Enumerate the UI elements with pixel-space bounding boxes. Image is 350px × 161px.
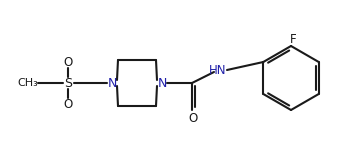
Text: CH₃: CH₃: [18, 78, 38, 88]
Text: F: F: [290, 33, 296, 46]
Text: N: N: [157, 76, 167, 90]
Text: O: O: [188, 112, 198, 124]
Text: O: O: [63, 98, 73, 110]
Text: HN: HN: [209, 63, 227, 76]
Text: N: N: [107, 76, 117, 90]
Text: S: S: [64, 76, 72, 90]
Text: O: O: [63, 56, 73, 68]
